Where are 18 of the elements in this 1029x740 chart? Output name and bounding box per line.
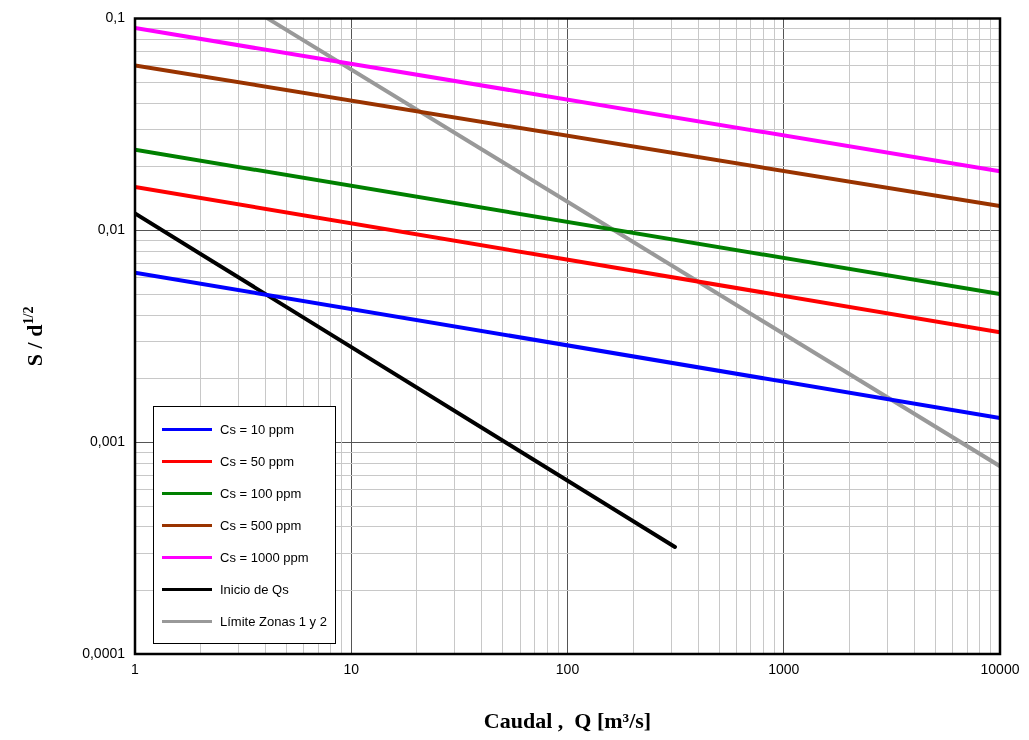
y-axis-title: S / d1/2 xyxy=(20,306,47,367)
legend-label: Cs = 500 ppm xyxy=(220,517,302,533)
y-tick-label: 0,0001 xyxy=(82,644,126,661)
x-tick-label: 100 xyxy=(555,661,580,678)
x-axis-title: Caudal , Q [m³/s] xyxy=(483,708,652,733)
legend-label: Cs = 50 ppm xyxy=(220,453,295,469)
legend-label: Cs = 10 ppm xyxy=(220,421,295,437)
y-tick-label: 0,001 xyxy=(89,432,126,449)
x-tick-label: 10000 xyxy=(980,661,1020,678)
legend-label: Cs = 1000 ppm xyxy=(220,549,309,565)
x-tick-label: 1 xyxy=(131,661,140,678)
y-tick-label: 0,1 xyxy=(105,9,126,26)
x-tick-label: 1000 xyxy=(768,661,800,678)
legend-label: Cs = 100 ppm xyxy=(220,485,302,501)
x-tick-label: 10 xyxy=(343,661,360,678)
legend-label: Inicio de Qs xyxy=(220,581,289,597)
y-tick-label: 0,01 xyxy=(97,221,126,238)
legend-label: Límite Zonas 1 y 2 xyxy=(220,613,327,629)
